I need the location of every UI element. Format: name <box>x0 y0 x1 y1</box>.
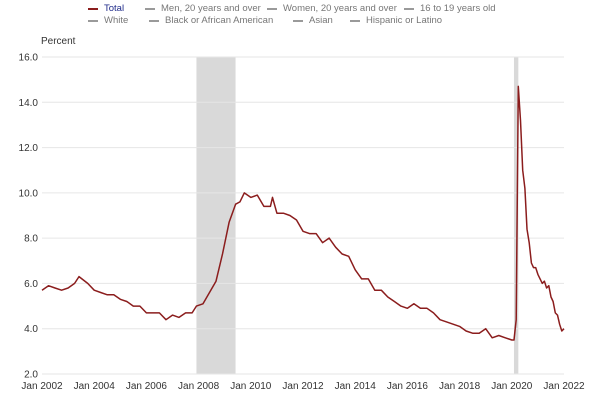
recession-band-0 <box>196 57 236 374</box>
gridline-layer <box>42 56 564 375</box>
legend-swatch-white <box>88 19 98 22</box>
legend-label-white: White <box>104 15 129 26</box>
x-tick-label: Jan 2018 <box>439 381 481 392</box>
x-tick-label: Jan 2008 <box>178 381 220 392</box>
legend-label-total: Total <box>104 3 125 14</box>
legend-item-16-to-19[interactable]: 16 to 19 years old <box>404 3 496 14</box>
x-tick-label: Jan 2010 <box>230 381 272 392</box>
y-tick-labels: 2.0 4.0 6.0 8.0 10.0 12.0 14.0 16.0 <box>19 53 39 381</box>
y-tick-label: 10.0 <box>19 188 39 199</box>
x-tick-label: Jan 2014 <box>335 381 377 392</box>
legend-label-16-to-19: 16 to 19 years old <box>420 3 496 14</box>
legend-label-hispanic: Hispanic or Latino <box>366 15 443 26</box>
x-tick-label: Jan 2020 <box>491 381 533 392</box>
legend-swatch-asian <box>293 19 303 22</box>
legend-label-men-20-over: Men, 20 years and over <box>161 3 261 14</box>
series-line-total <box>41 85 565 341</box>
legend-item-men-20-over[interactable]: Men, 20 years and over <box>145 3 261 14</box>
legend-label-asian: Asian <box>309 15 333 26</box>
y-tick-label: 14.0 <box>19 98 39 109</box>
legend-label-black: Black or African American <box>165 15 274 26</box>
x-tick-label: Jan 2022 <box>543 381 585 392</box>
recession-band-1 <box>513 57 519 374</box>
legend-item-black[interactable]: Black or African American <box>149 15 273 26</box>
legend-item-white[interactable]: White <box>88 15 128 26</box>
legend-item-hispanic[interactable]: Hispanic or Latino <box>350 15 442 26</box>
y-tick-label: 6.0 <box>24 279 38 290</box>
legend-swatch-black <box>149 19 159 22</box>
legend-swatch-16-to-19 <box>404 7 414 10</box>
legend-item-total[interactable]: Total <box>88 3 124 14</box>
series-layer <box>41 85 565 341</box>
x-tick-label: Jan 2016 <box>387 381 429 392</box>
x-tick-label: Jan 2004 <box>74 381 116 392</box>
y-tick-label: 2.0 <box>24 370 38 381</box>
y-tick-label: 16.0 <box>19 53 39 64</box>
x-tick-label: Jan 2012 <box>282 381 324 392</box>
x-tick-label: Jan 2006 <box>126 381 168 392</box>
x-tick-labels: Jan 2002 Jan 2004 Jan 2006 Jan 2008 Jan 2010… <box>21 381 585 392</box>
legend-label-women-20-over: Women, 20 years and over <box>283 3 397 14</box>
y-tick-label: 8.0 <box>24 234 38 245</box>
legend-swatch-men-20-over <box>145 7 155 10</box>
recession-shading-layer <box>196 57 519 374</box>
legend-item-asian[interactable]: Asian <box>293 15 333 26</box>
y-tick-label: 4.0 <box>24 324 38 335</box>
y-axis-label: Percent <box>41 36 76 47</box>
x-tick-label: Jan 2002 <box>21 381 63 392</box>
chart-legend: Total Men, 20 years and over Women, 20 y… <box>0 0 590 30</box>
legend-swatch-women-20-over <box>267 7 277 10</box>
legend-item-women-20-over[interactable]: Women, 20 years and over <box>267 3 397 14</box>
y-tick-label: 12.0 <box>19 143 39 154</box>
legend-swatch-hispanic <box>350 19 360 22</box>
legend-swatch-total <box>88 7 98 10</box>
